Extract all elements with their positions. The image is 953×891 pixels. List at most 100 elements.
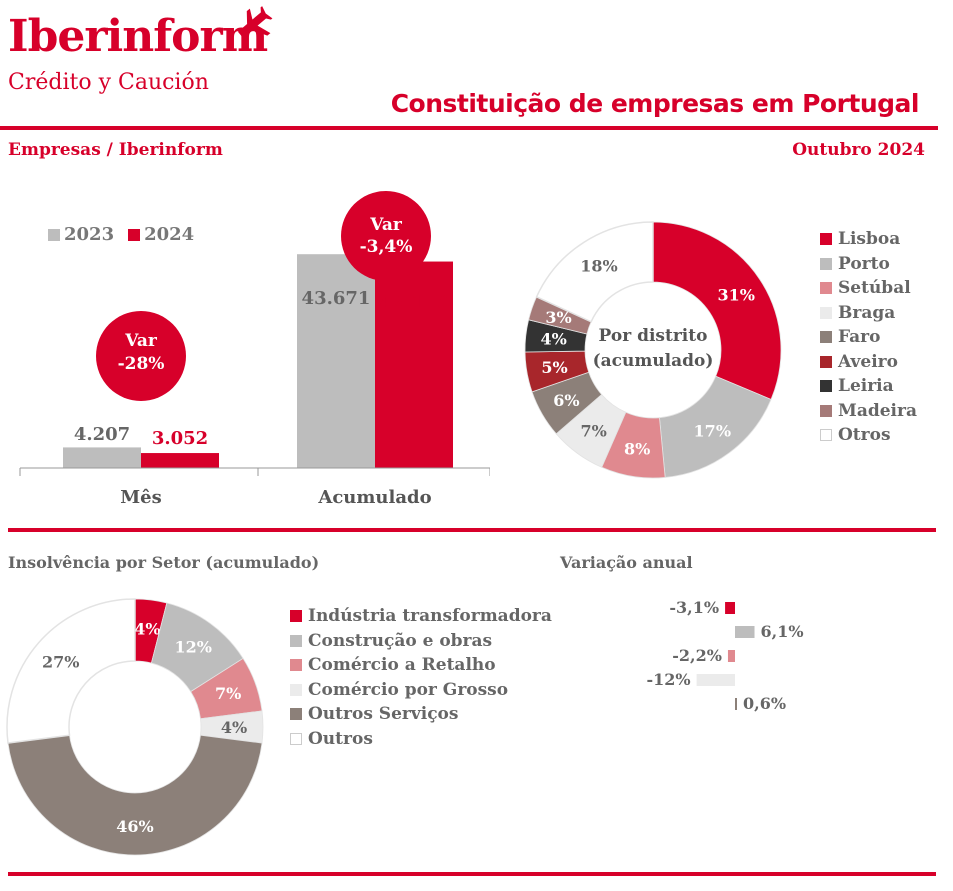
slice-label-comercio-por-grosso: 4% — [221, 718, 247, 737]
bar-legend: 2023 2024 — [48, 224, 194, 245]
sector-donut-chart: 4% 12% 7% 4% 46% 27% — [6, 598, 264, 856]
legend-swatch — [290, 634, 302, 647]
legend-item-lisboa: Lisboa — [820, 227, 917, 252]
value-label-acum-2023: 43.671 — [302, 288, 371, 309]
legend-item-setubal: Setúbal — [820, 276, 917, 301]
slice-label-leiria: 4% — [540, 330, 566, 349]
variation-bar-comercio-a-retalho — [727, 650, 735, 662]
donut-center-line-2: (acumulado) — [593, 351, 714, 371]
legend-label: Otros — [838, 425, 891, 446]
legend-item-porto: Porto — [820, 252, 917, 277]
legend-item-construcao-e-obras: Construção e obras — [290, 629, 552, 654]
legend-swatch — [820, 404, 832, 417]
slice-label-lisboa: 31% — [718, 285, 755, 304]
value-label-acum-2024: 42.170 — [380, 292, 449, 313]
bar-acumulado-2023 — [297, 254, 375, 468]
category-label-acumulado: Acumulado — [317, 487, 431, 508]
legend-swatch — [290, 708, 302, 721]
legend-item-otros: Otros — [820, 423, 917, 448]
variation-bar-industria-transformadora — [725, 602, 735, 614]
sector-title: Insolvência por Setor (acumulado) — [8, 553, 320, 572]
legend-item-industria-transformadora: Indústria transformadora — [290, 604, 552, 629]
section-divider — [8, 528, 936, 532]
legend-label-2024: 2024 — [144, 224, 195, 245]
legend-swatch — [820, 306, 832, 319]
plane-icon — [237, 6, 273, 38]
variation-bar-chart: -3,1% 6,1% -2,2% -12% 0,6% — [646, 598, 803, 713]
legend-item-outros-servicos: Outros Serviços — [290, 702, 552, 727]
legend-item-aveiro: Aveiro — [820, 350, 917, 375]
var-acum-value: -3,4% — [360, 237, 413, 257]
legend-label: Setúbal — [838, 278, 911, 299]
var-badge-acumulado — [341, 191, 431, 281]
legend-label: Comércio a Retalho — [308, 655, 496, 676]
header-divider — [0, 126, 938, 130]
slice-label-outros-servicos: 46% — [116, 817, 153, 836]
bar-mes-2024 — [141, 453, 219, 468]
legend-item-outros: Outros — [290, 727, 552, 752]
footer-divider — [8, 872, 936, 876]
legend-swatch — [820, 429, 832, 442]
var-mes-value: -28% — [118, 354, 165, 374]
legend-item-madeira: Madeira — [820, 399, 917, 424]
legend-swatch — [820, 355, 832, 368]
legend-label: Madeira — [838, 400, 917, 421]
legend-swatch — [290, 732, 302, 745]
legend-label: Lisboa — [838, 229, 901, 250]
legend-label: Comércio por Grosso — [308, 679, 509, 700]
legend-label: Faro — [838, 327, 881, 348]
legend-swatch — [290, 683, 302, 696]
legend-swatch-2024 — [128, 228, 141, 241]
legend-label: Porto — [838, 253, 890, 274]
slice-lisboa — [652, 221, 782, 400]
slice-outros-servicos — [7, 734, 263, 856]
legend-label: Aveiro — [838, 351, 898, 372]
slice-label-industria-transformadora: 4% — [134, 620, 160, 639]
slice-label-braga: 7% — [581, 421, 607, 440]
legend-swatch — [820, 380, 832, 393]
legend-swatch — [820, 233, 832, 246]
legend-swatch-2023 — [48, 228, 60, 241]
legend-item-leiria: Leiria — [820, 374, 917, 399]
category-label-mes: Mês — [120, 487, 162, 508]
bar-chart: Mês Acumulado 4.207 3.052 43.671 42.170 … — [19, 191, 490, 508]
period-label: Outubro 2024 — [792, 140, 925, 160]
brand-subtitle: Crédito y Caución — [8, 70, 209, 95]
variation-label-outros-servicos: 0,6% — [743, 694, 786, 713]
slice-label-setubal: 8% — [624, 440, 650, 459]
variation-title: Variação anual — [560, 553, 693, 572]
legend-label: Outros Serviços — [308, 704, 459, 725]
legend-label: Leiria — [838, 376, 894, 397]
legend-swatch — [290, 659, 302, 672]
source-label: Empresas / Iberinform — [8, 140, 223, 160]
legend-label: Indústria transformadora — [308, 606, 552, 627]
variation-label-comercio-a-retalho: -2,2% — [672, 646, 722, 665]
bar-acumulado-2024 — [375, 261, 453, 468]
bar-mes-2023 — [63, 447, 141, 468]
variation-bar-outros-servicos — [735, 698, 737, 710]
legend-item-faro: Faro — [820, 325, 917, 350]
slice-label-construcao-e-obras: 12% — [174, 638, 211, 657]
legend-swatch — [290, 610, 302, 623]
legend-swatch — [820, 331, 832, 344]
slice-label-otros: 18% — [580, 257, 617, 276]
district-donut-chart: 31% 17% 8% 7%6% 5% 4% 3% 18% Por distrito (acum… — [524, 221, 782, 479]
slice-otros — [535, 221, 654, 323]
value-label-mes-2024: 3.052 — [152, 428, 208, 449]
legend-label: Outros — [308, 728, 373, 749]
var-acum-label: Var — [369, 215, 403, 235]
sector-legend: Indústria transformadora Construção e obr… — [290, 604, 552, 751]
legend-item-comercio-a-retalho: Comércio a Retalho — [290, 653, 552, 678]
page-title: Constituição de empresas em Portugal — [390, 89, 920, 118]
variation-label-comercio-por-grosso: -12% — [646, 670, 690, 689]
slice-label-comercio-a-retalho: 7% — [215, 684, 241, 703]
legend-label-2023: 2023 — [64, 224, 115, 245]
variation-bar-comercio-por-grosso — [696, 674, 735, 686]
legend-label: Construção e obras — [308, 630, 493, 651]
slice-outros — [6, 598, 136, 744]
value-label-mes-2023: 4.207 — [74, 424, 130, 445]
slice-label-madeira: 3% — [545, 308, 571, 327]
donut-center-line-1: Por distrito — [599, 326, 708, 346]
legend-item-braga: Braga — [820, 301, 917, 326]
slice-label-porto: 17% — [694, 421, 731, 440]
